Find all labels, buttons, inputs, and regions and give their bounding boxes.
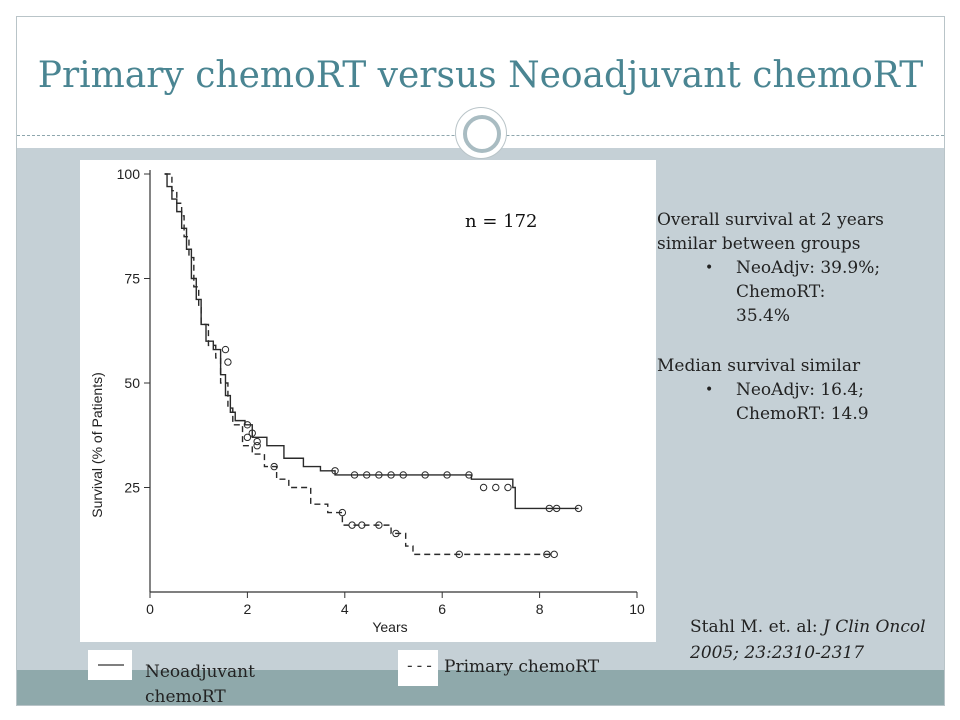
- censor-mark-primary: [550, 550, 558, 559]
- citation-journal: J Clin Oncol 2005; 23:2310-2317: [690, 617, 926, 663]
- censor-mark-neoadjuvant: [399, 471, 407, 479]
- bottom-band: [17, 670, 944, 705]
- censor-mark-neoadjuvant: [221, 345, 230, 354]
- chart-axes: [149, 170, 637, 593]
- censor-mark-neoadjuvant: [479, 483, 488, 492]
- x-axis-label: Years: [372, 619, 407, 635]
- chart-censor-marks: [221, 345, 583, 559]
- x-tick-label: 8: [536, 601, 544, 617]
- summary-text: Overall survival at 2 years similar betw…: [657, 208, 927, 426]
- censor-mark-primary: [253, 442, 261, 450]
- y-axis-label: Survival (% of Patients): [89, 372, 105, 518]
- censor-mark-neoadjuvant: [421, 471, 429, 479]
- series-primary-chemort-curve: [164, 173, 555, 556]
- median-bullet: • NeoAdjv: 16.4; ChemoRT: 14.9: [657, 378, 927, 426]
- x-tick-label: 2: [244, 601, 252, 617]
- censor-mark-neoadjuvant: [248, 429, 256, 437]
- censor-mark-primary: [392, 529, 400, 538]
- x-tick-label: 10: [629, 601, 645, 617]
- citation: Stahl M. et. al: J Clin Oncol 2005; 23:2…: [690, 614, 930, 666]
- censor-mark-neoadjuvant: [545, 504, 554, 513]
- censor-mark-neoadjuvant: [375, 471, 383, 479]
- os-bullet-line1: NeoAdjv: 39.9%;: [736, 258, 881, 278]
- solid-line-icon: [98, 664, 124, 666]
- y-tick-label: 50: [124, 375, 140, 391]
- x-tick-label: 6: [438, 601, 446, 617]
- y-tick-label: 100: [117, 166, 141, 182]
- censor-mark-neoadjuvant: [574, 504, 583, 513]
- bullet-icon: •: [705, 260, 714, 276]
- censor-mark-neoadjuvant: [552, 504, 561, 513]
- censor-mark-primary: [543, 550, 551, 559]
- censor-mark-neoadjuvant: [492, 483, 500, 492]
- legend-solid-swatch: [88, 650, 132, 680]
- y-tick-label: 75: [124, 271, 140, 287]
- circle-ornament-icon: [455, 107, 507, 159]
- legend-solid-label: Neoadjuvant chemoRT: [145, 662, 255, 707]
- censor-mark-neoadjuvant: [243, 421, 252, 429]
- sample-size-label: n = 172: [465, 211, 538, 232]
- censor-mark-primary: [243, 433, 252, 442]
- survival-chart: 0 2 4 6 8 10 25 50 75 100 Years Survival (% of Pa…: [80, 160, 656, 642]
- censor-mark-neoadjuvant: [443, 471, 451, 479]
- legend-dashed-swatch: ---: [398, 650, 438, 686]
- censor-mark-primary: [455, 550, 463, 559]
- y-tick-label: 25: [124, 480, 140, 496]
- censor-mark-primary: [270, 462, 278, 471]
- censor-mark-neoadjuvant: [363, 471, 371, 479]
- censor-mark-neoadjuvant: [387, 471, 395, 479]
- censor-mark-primary: [338, 508, 347, 517]
- circle-ornament-ring: [463, 115, 501, 153]
- legend-dashed-label: Primary chemoRT: [444, 657, 600, 677]
- x-tick-label: 0: [146, 601, 154, 617]
- bullet-icon: •: [705, 382, 714, 398]
- censor-mark-primary: [375, 521, 383, 529]
- censor-mark-neoadjuvant: [504, 483, 512, 492]
- slide-title: Primary chemoRT versus Neoadjuvant chemo…: [37, 55, 924, 96]
- median-bullet-line2: ChemoRT: 14.9: [736, 404, 869, 424]
- median-bullet-line1: NeoAdjv: 16.4;: [736, 380, 864, 400]
- censor-mark-primary: [348, 521, 356, 529]
- chart-curves: [164, 173, 579, 556]
- censor-mark-primary: [224, 358, 232, 366]
- censor-mark-neoadjuvant: [331, 467, 339, 475]
- os-heading: Overall survival at 2 years similar betw…: [657, 210, 884, 254]
- x-tick-label: 4: [341, 601, 349, 617]
- dashed-line-icon: ---: [405, 656, 434, 675]
- chart-ticks: 0 2 4 6 8 10 25 50 75 100: [117, 166, 645, 617]
- citation-authors: Stahl M. et. al:: [690, 617, 824, 637]
- os-bullet: • NeoAdjv: 39.9%; ChemoRT: 35.4%: [657, 256, 927, 328]
- censor-mark-neoadjuvant: [465, 471, 473, 479]
- censor-mark-neoadjuvant: [350, 471, 359, 479]
- censor-mark-neoadjuvant: [253, 437, 261, 446]
- median-heading: Median survival similar: [657, 356, 861, 376]
- censor-mark-primary: [358, 521, 366, 529]
- os-bullet-line2: ChemoRT:: [736, 282, 826, 302]
- os-bullet-line3: 35.4%: [736, 306, 791, 326]
- survival-chart-svg: 0 2 4 6 8 10 25 50 75 100 Years Survival (% of Pa…: [89, 166, 645, 635]
